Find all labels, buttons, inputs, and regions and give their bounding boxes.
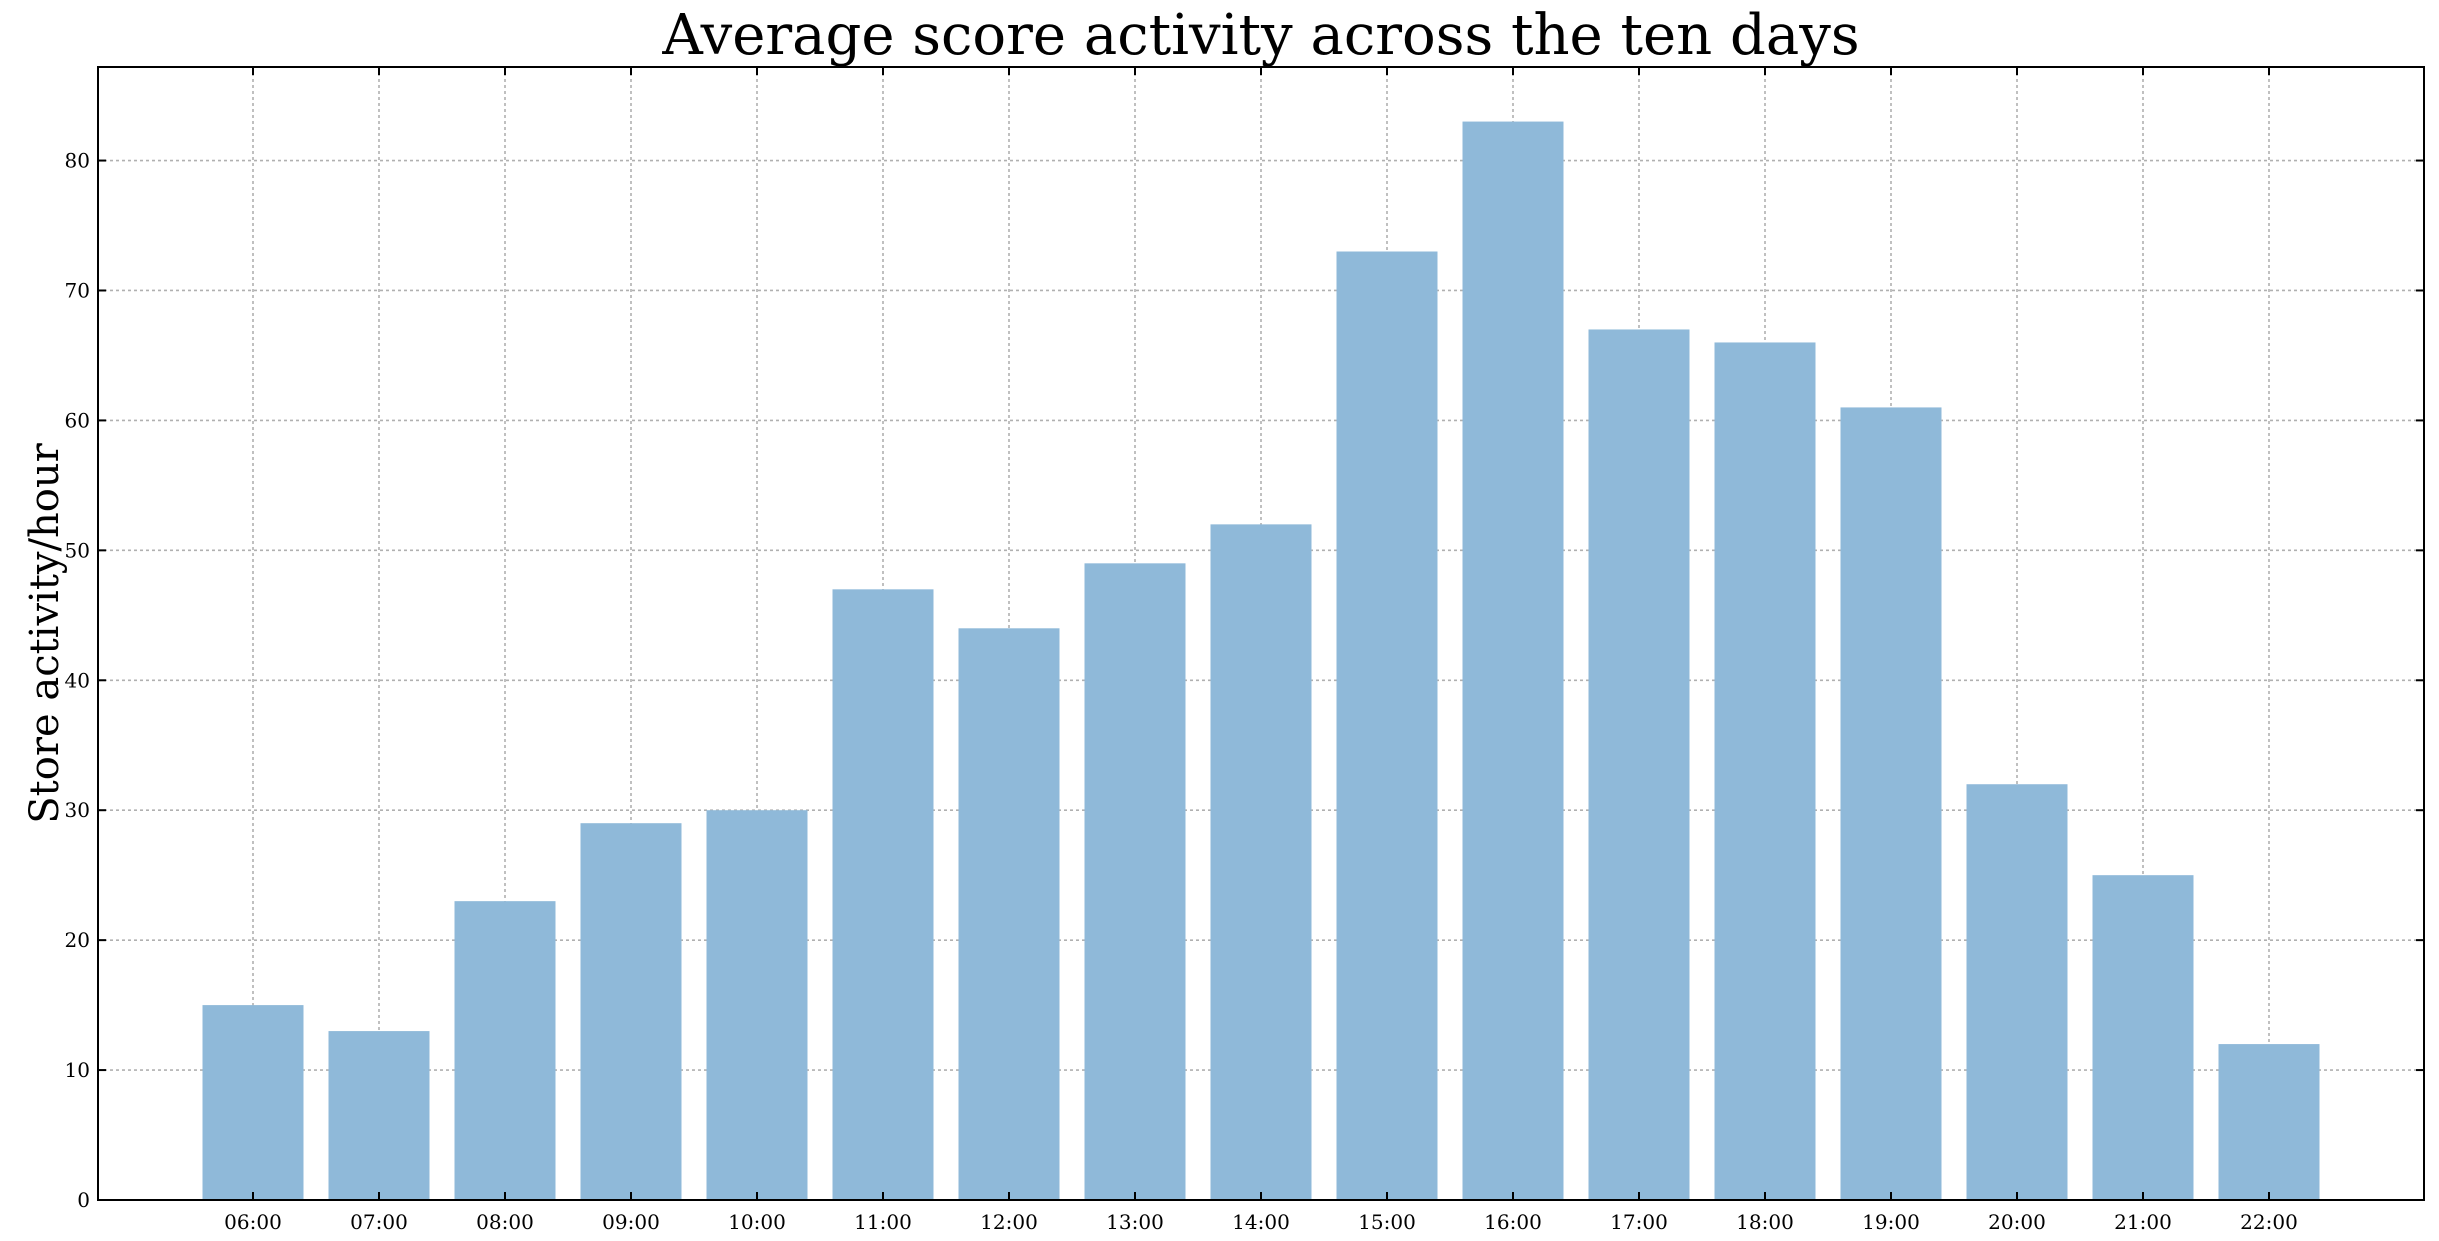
x-tick-label: 11:00: [854, 1210, 912, 1234]
y-tick-label: 20: [65, 928, 90, 952]
x-tick-label: 09:00: [602, 1210, 660, 1234]
bar-0700: [328, 1031, 430, 1200]
bar-0800: [454, 901, 556, 1200]
x-tick-label: 19:00: [1862, 1210, 1920, 1234]
bar-1200: [958, 628, 1060, 1200]
y-axis-label: Store activity/hour: [22, 442, 68, 823]
bar-1300: [1084, 563, 1186, 1200]
chart-title: Average score activity across the ten da…: [661, 3, 1859, 68]
x-tick-label: 16:00: [1484, 1210, 1542, 1234]
bar-1900: [1840, 407, 1942, 1200]
x-tick-label: 12:00: [980, 1210, 1038, 1234]
x-tick-label: 18:00: [1736, 1210, 1794, 1234]
bar-2100: [2092, 875, 2194, 1200]
bar-1500: [1336, 251, 1438, 1200]
y-tick-label: 30: [65, 798, 90, 822]
y-tick-label: 40: [65, 668, 90, 692]
x-tick-label: 06:00: [224, 1210, 282, 1234]
bar-1700: [1588, 329, 1690, 1200]
x-tick-label: 20:00: [1988, 1210, 2046, 1234]
y-tick-label: 60: [65, 408, 90, 432]
bar-1100: [832, 589, 934, 1200]
bar-2000: [1966, 784, 2068, 1200]
x-tick-label: 07:00: [350, 1210, 408, 1234]
bar-1400: [1210, 524, 1312, 1200]
bar-0600: [202, 1005, 304, 1200]
bar-1600: [1462, 121, 1564, 1201]
ticks-layer: 0 10 20 30 40 50 60 70 80 06:00 07:00 08:00 09:00 10:…: [65, 67, 2424, 1234]
y-tick-label: 50: [65, 538, 90, 562]
y-tick-label: 80: [65, 149, 90, 173]
x-tick-label: 13:00: [1106, 1210, 1164, 1234]
x-tick-label: 17:00: [1610, 1210, 1668, 1234]
x-tick-label: 14:00: [1232, 1210, 1290, 1234]
x-tick-label: 21:00: [2114, 1210, 2172, 1234]
bar-1800: [1714, 342, 1816, 1201]
x-tick-label: 08:00: [476, 1210, 534, 1234]
y-tick-label: 10: [65, 1058, 90, 1082]
x-tick-label: 10:00: [728, 1210, 786, 1234]
bar-2200: [2218, 1044, 2320, 1200]
bar-1000: [706, 810, 808, 1200]
x-tick-label: 22:00: [2240, 1210, 2298, 1234]
bars-layer: [202, 121, 2320, 1201]
x-tick-label: 15:00: [1358, 1210, 1416, 1234]
y-tick-label: 70: [65, 278, 90, 302]
bar-0900: [580, 823, 682, 1200]
y-tick-label: 0: [77, 1188, 90, 1212]
